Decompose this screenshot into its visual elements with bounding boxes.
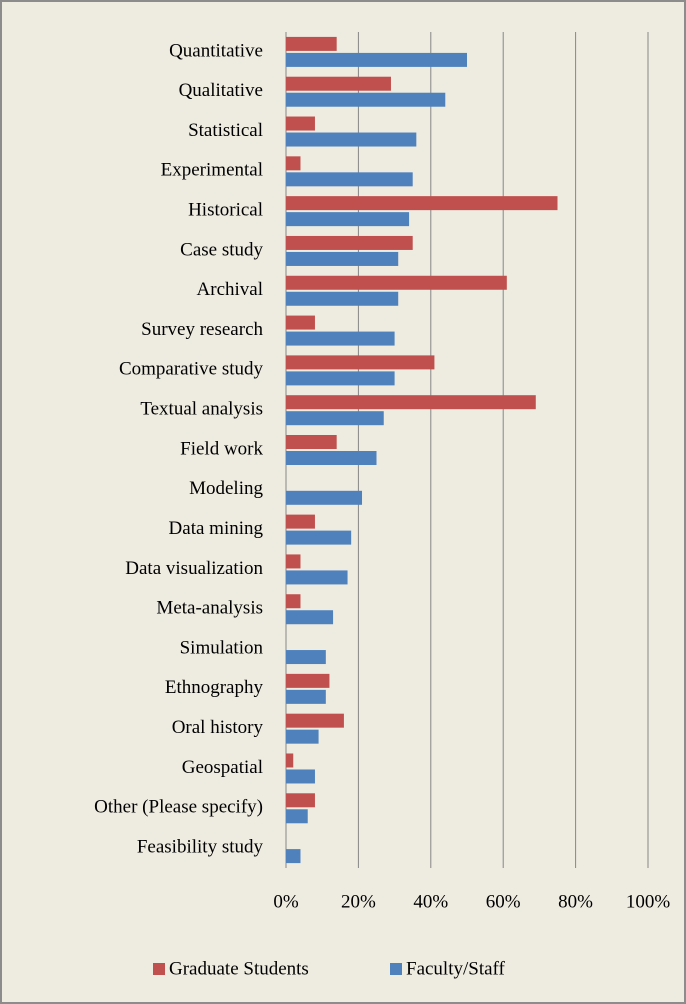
y-tick-label: Quantitative [169,40,263,61]
bar [286,92,446,107]
legend-swatch [153,963,165,975]
y-tick-label: Other (Please specify) [94,797,263,818]
bar [286,673,330,688]
bar [286,172,413,187]
y-tick-label: Comparative study [119,359,264,380]
y-tick-label: Statistical [188,120,263,141]
legend-label: Faculty/Staff [406,958,506,979]
y-tick-label: Oral history [172,717,264,738]
legend-swatch [390,963,402,975]
y-tick-label: Simulation [180,637,264,658]
bar [286,753,294,768]
bar [286,116,315,131]
bar [286,52,467,67]
bar [286,212,410,227]
x-tick-label: 60% [486,891,521,912]
y-tick-label: Case study [180,239,263,260]
bar [286,530,352,545]
y-tick-label: Qualitative [179,80,263,101]
bar [286,809,308,824]
bar [286,554,301,569]
y-tick-label: Historical [188,200,263,221]
legend-label: Graduate Students [169,958,309,979]
bar [286,610,334,625]
x-tick-label: 100% [626,891,671,912]
y-tick-label: Modeling [189,478,263,499]
bar [286,570,348,585]
y-tick-label: Feasibility study [137,836,264,857]
bar [286,713,344,728]
bar [286,689,326,704]
bar [286,371,395,386]
bar [286,251,399,266]
bar [286,156,301,171]
y-tick-label: Archival [197,279,263,300]
bar [286,650,326,665]
x-tick-label: 0% [273,891,299,912]
x-tick-label: 40% [413,891,448,912]
bar [286,849,301,864]
bar [286,451,377,465]
bar [286,196,558,211]
bar [286,315,315,330]
bar [286,769,315,784]
bar [286,411,384,426]
bar [286,793,315,808]
y-tick-label: Geospatial [182,757,263,778]
y-tick-label: Survey research [141,319,263,340]
bar [286,275,507,290]
bar [286,235,413,250]
bar [286,490,363,505]
bar [286,355,435,370]
x-tick-label: 20% [341,891,376,912]
bar [286,76,391,91]
x-tick-label: 80% [558,891,593,912]
bar [286,729,319,744]
bar [286,514,315,529]
bar [286,594,301,609]
bar [286,331,395,346]
y-tick-label: Field work [180,438,263,459]
bar [286,395,536,410]
y-tick-label: Data mining [169,518,264,539]
y-tick-label: Ethnography [165,677,264,698]
y-tick-label: Textual analysis [140,399,263,420]
y-tick-label: Meta-analysis [156,598,263,619]
y-tick-label: Experimental [161,160,263,181]
bar [286,291,399,306]
bar [286,435,337,449]
bar [286,132,417,147]
bar [286,36,337,51]
y-tick-label: Data visualization [125,558,263,579]
